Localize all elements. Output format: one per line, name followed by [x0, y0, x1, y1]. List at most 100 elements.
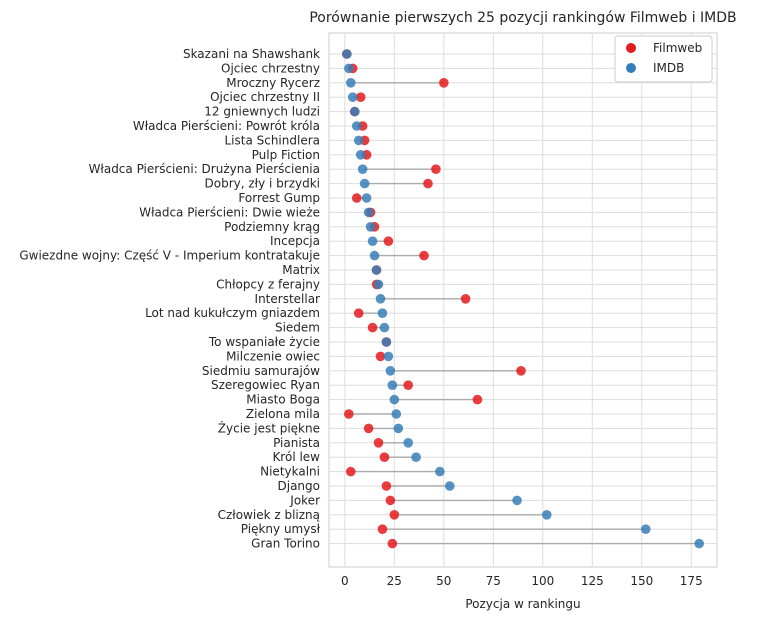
y-tick-label: Zielona mila [246, 407, 320, 421]
imdb-point [347, 92, 358, 102]
imdb-point [377, 308, 388, 319]
y-tick-label: Lista Schindlera [224, 133, 320, 147]
x-tick-label: 100 [531, 574, 554, 588]
x-tick-label: 0 [341, 574, 349, 588]
filmweb-point [381, 481, 392, 491]
imdb-point [444, 481, 455, 491]
imdb-point [365, 222, 376, 232]
y-tick-label: Ojciec chrzestny II [210, 90, 320, 104]
y-tick-label: Chłopcy z ferajny [216, 277, 320, 291]
imdb-point [375, 294, 386, 304]
filmweb-point [385, 495, 396, 506]
filmweb-point [423, 178, 433, 189]
y-tick-label: Interstellar [255, 292, 321, 306]
imdb-point [379, 322, 390, 333]
imdb-point [357, 164, 368, 174]
y-tick-label: Django [278, 479, 321, 493]
filmweb-point [377, 524, 388, 534]
y-tick-label: Ojciec chrzestny [221, 61, 320, 75]
y-tick-label: To wspaniałe życie [208, 335, 320, 349]
imdb-point [694, 538, 704, 549]
imdb-point [383, 351, 394, 362]
imdb-series [342, 49, 704, 549]
filmweb-point [343, 409, 354, 419]
imdb-point [345, 78, 356, 88]
imdb-point [640, 524, 651, 534]
y-tick-label: Siedmiu samurajów [202, 364, 320, 378]
y-tick-label: Forrest Gump [238, 191, 320, 205]
filmweb-point [367, 322, 378, 333]
y-tick-label: Władca Pierścieni: Drużyna Pierścienia [89, 162, 320, 176]
x-axis-label: Pozycja w rankingu [465, 597, 580, 611]
imdb-point [393, 423, 404, 434]
filmweb-point [345, 466, 356, 477]
y-tick-label: Człowiek z blizną [218, 508, 320, 522]
y-tick-label: Milczenie owiec [226, 349, 320, 363]
imdb-point [349, 106, 360, 117]
legend: Filmweb IMDB [614, 35, 713, 83]
y-tick-label: 12 gniewnych ludzi [204, 105, 320, 119]
imdb-point [343, 63, 354, 74]
imdb-point [512, 495, 522, 506]
y-tick-label: Król lew [272, 450, 320, 464]
x-tick-label: 175 [680, 574, 703, 588]
imdb-point [385, 366, 396, 376]
imdb-point [369, 250, 380, 261]
x-tick-label: 125 [581, 574, 604, 588]
y-tick-label: Pulp Fiction [252, 148, 320, 162]
imdb-point [387, 380, 398, 391]
filmweb-point [439, 78, 449, 88]
legend-box [614, 35, 713, 83]
x-tick-label: 50 [436, 574, 451, 588]
filmweb-point [472, 394, 483, 405]
imdb-point [403, 438, 413, 448]
y-tick-label: Mroczny Rycerz [226, 76, 320, 90]
filmweb-series [342, 49, 526, 549]
y-tick-label: Pianista [273, 436, 320, 450]
imdb-point [355, 150, 366, 160]
imdb-point [363, 207, 374, 218]
y-tick-label: Piękny umysł [241, 522, 321, 536]
y-tick-label: Siedem [275, 321, 320, 335]
imdb-point [361, 193, 372, 203]
filmweb-point [431, 164, 441, 174]
x-tick-label: 25 [387, 574, 402, 588]
imdb-point [381, 337, 392, 347]
chart-title: Porównanie pierwszych 25 pozycji ranking… [309, 10, 736, 26]
filmweb-point [403, 380, 413, 391]
y-tick-label: Lot nad kukułczym gniazdem [145, 306, 320, 320]
legend-marker-imdb [626, 63, 636, 73]
y-tick-label: Gwiezdne wojny: Część V - Imperium kontr… [19, 249, 320, 263]
filmweb-point [419, 250, 429, 261]
y-tick-label: Władca Pierścieni: Powrót króla [133, 119, 320, 133]
legend-marker-filmweb [626, 43, 636, 53]
imdb-point [541, 510, 552, 520]
y-tick-label: Matrix [282, 263, 320, 277]
y-tick-label: Nietykalni [260, 465, 320, 479]
filmweb-point [389, 510, 400, 520]
filmweb-point [355, 92, 366, 102]
imdb-point [342, 49, 352, 59]
imdb-point [351, 121, 362, 131]
x-tick-label: 75 [486, 574, 501, 588]
imdb-point [371, 265, 382, 275]
y-tick-label: Gran Torino [251, 537, 320, 551]
imdb-point [353, 135, 364, 146]
plot-area [328, 32, 718, 568]
y-tick-label: Dobry, zły i brzydki [205, 177, 321, 191]
filmweb-point [375, 351, 386, 362]
x-axis-ticks: 0 25 50 75 100 125 150 175 [341, 574, 703, 588]
y-tick-label: Życie jest piękne [218, 420, 320, 435]
filmweb-point [353, 308, 364, 319]
y-tick-label: Incepcja [270, 234, 320, 248]
y-tick-label: Władca Pierścieni: Dwie wieże [139, 205, 320, 219]
imdb-point [373, 279, 384, 290]
filmweb-point [460, 294, 471, 304]
imdb-point [435, 466, 445, 477]
filmweb-point [351, 193, 362, 203]
filmweb-point [516, 366, 526, 376]
imdb-point [389, 394, 400, 405]
imdb-point [359, 178, 370, 189]
